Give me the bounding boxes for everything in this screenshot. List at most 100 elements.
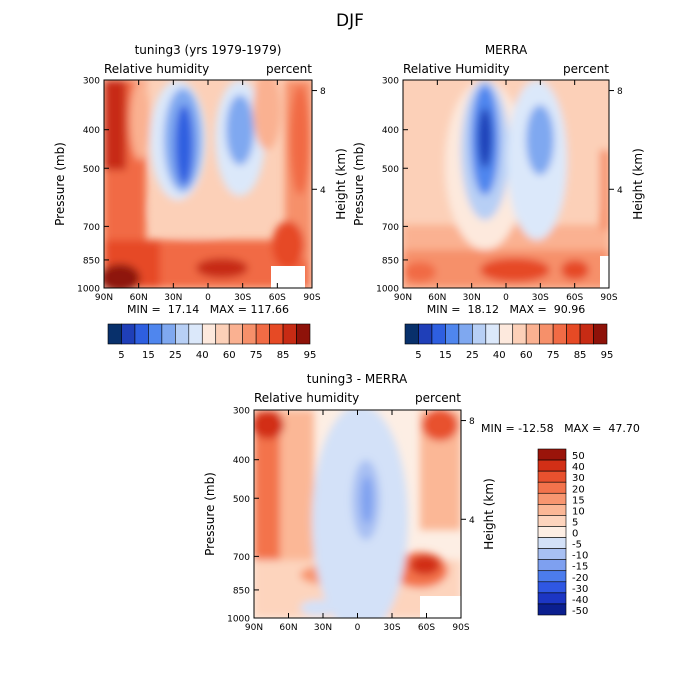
y-tick-label: 400 [382,126,399,136]
panel-model: tuning3 (yrs 1979-1979) Relative humidit… [53,43,348,361]
y-axis-label: Pressure (mb) [203,472,217,556]
panel-obs: MERRA Relative Humidity percent [352,43,645,361]
colorbar-swatch [485,323,500,345]
colorbar-swatch [445,323,460,345]
colorbar-label: 15 [572,495,585,506]
colorbar-label: 30 [572,473,585,484]
colorbar-swatch [537,592,567,605]
colorbar-swatch [537,603,567,616]
panel-title: tuning3 - MERRA [307,372,408,386]
colorbar-swatch [537,515,567,527]
colorbar-label: 75 [250,350,263,361]
y2-ticks: 84 [312,87,326,196]
colorbar-label: 20 [572,484,585,495]
y2-ticks: 84 [609,87,623,196]
colorbar-label: -20 [572,573,588,584]
x-tick-label: 90N [245,623,263,633]
figure-title: DJF [336,11,364,31]
colorbar-swatch [566,323,581,345]
y-tick-label: 700 [382,223,399,233]
colorbar-swatch [539,323,554,345]
x-tick-label: 30N [463,293,481,303]
colorbar-swatch [296,323,311,345]
colorbar-swatch [537,504,567,516]
y-tick-label: 300 [233,407,250,417]
y2-axis-label: Height (km) [631,148,645,219]
y2-tick-label: 8 [617,87,623,97]
x-ticks: 90N 60N 30N 0 30S 60S 90S [95,80,321,303]
colorbar-swatch [121,323,136,345]
y-tick-label: 400 [233,456,250,466]
colorbar-label: 15 [439,350,452,361]
colorbar-swatch [512,323,527,345]
colorbar-swatch [107,323,122,345]
y-tick-label: 500 [233,495,250,505]
colorbar-label: -10 [572,551,588,562]
y2-axis-label: Height (km) [334,148,348,219]
colorbar-swatch [537,459,567,472]
colorbar-swatch [537,537,567,549]
colorbar-swatch [579,323,594,345]
x-ticks: 90N 60N 30N 0 30S 60S 90S [245,410,470,633]
y-tick-label: 700 [233,553,250,563]
colorbar: 5 15 25 40 60 75 85 95 [107,323,317,361]
y-ticks: 300 400 500 700 850 1000 [227,407,259,625]
x-tick-label: 30S [532,293,549,303]
colorbar-label: 5 [572,517,578,528]
x-tick-label: 30S [383,623,400,633]
y2-ticks: 84 [461,417,475,526]
colorbar-swatch [418,323,433,345]
colorbar-label: 75 [547,350,560,361]
x-tick-label: 30S [234,293,251,303]
y-tick-label: 1000 [227,615,250,625]
colorbar-swatch [175,323,190,345]
colorbar-swatch [255,323,270,345]
colorbar-swatch [201,323,217,345]
colorbar-label: 50 [572,451,585,462]
colorbar-label: 5 [415,350,421,361]
colorbar-swatch [537,470,567,483]
x-tick-label: 60S [566,293,583,303]
colorbar-label: -40 [572,595,588,606]
colorbar-swatch [525,323,540,345]
variable-label: Relative humidity [104,62,209,76]
y-tick-label: 1000 [376,285,399,295]
colorbar-label: 85 [574,350,587,361]
x-tick-label: 90N [95,293,113,303]
colorbar-label: 60 [520,350,533,361]
colorbar-swatch [552,323,567,345]
panel-title: tuning3 (yrs 1979-1979) [135,43,282,57]
colorbar-label: 60 [223,350,236,361]
y2-tick-label: 8 [469,417,475,427]
x-tick-label: 90S [452,623,469,633]
min-max-stats: MIN = 18.12 MAX = 90.96 [427,303,585,316]
colorbar-label: -5 [572,540,582,551]
x-tick-label: 60N [130,293,148,303]
x-tick-label: 0 [205,293,211,303]
colorbar-label: 25 [466,350,479,361]
y-tick-label: 1000 [77,285,100,295]
colorbar-swatch [537,548,567,560]
colorbar-label: 40 [572,462,585,473]
y-tick-label: 700 [83,223,100,233]
colorbar-label: 95 [304,350,317,361]
y2-axis-label: Height (km) [482,478,496,549]
y-ticks: 300 400 500 700 850 1000 [77,77,109,295]
colorbar-label: 40 [196,350,209,361]
colorbar-swatch [282,323,297,345]
colorbar-label: 40 [493,350,506,361]
y-tick-label: 300 [83,77,100,87]
y-ticks: 300 400 500 700 850 1000 [376,77,408,295]
y-tick-label: 850 [83,256,100,266]
colorbar-swatch [269,323,284,345]
colorbar-label: 25 [169,350,182,361]
y-tick-label: 850 [382,256,399,266]
colorbar-label: 85 [277,350,290,361]
colorbar-swatch [537,492,567,505]
colorbar: 5 15 25 40 60 75 85 95 [404,323,613,361]
colorbar-swatch [188,323,203,345]
colorbar-label: -50 [572,606,588,617]
colorbar-swatch [404,323,419,345]
